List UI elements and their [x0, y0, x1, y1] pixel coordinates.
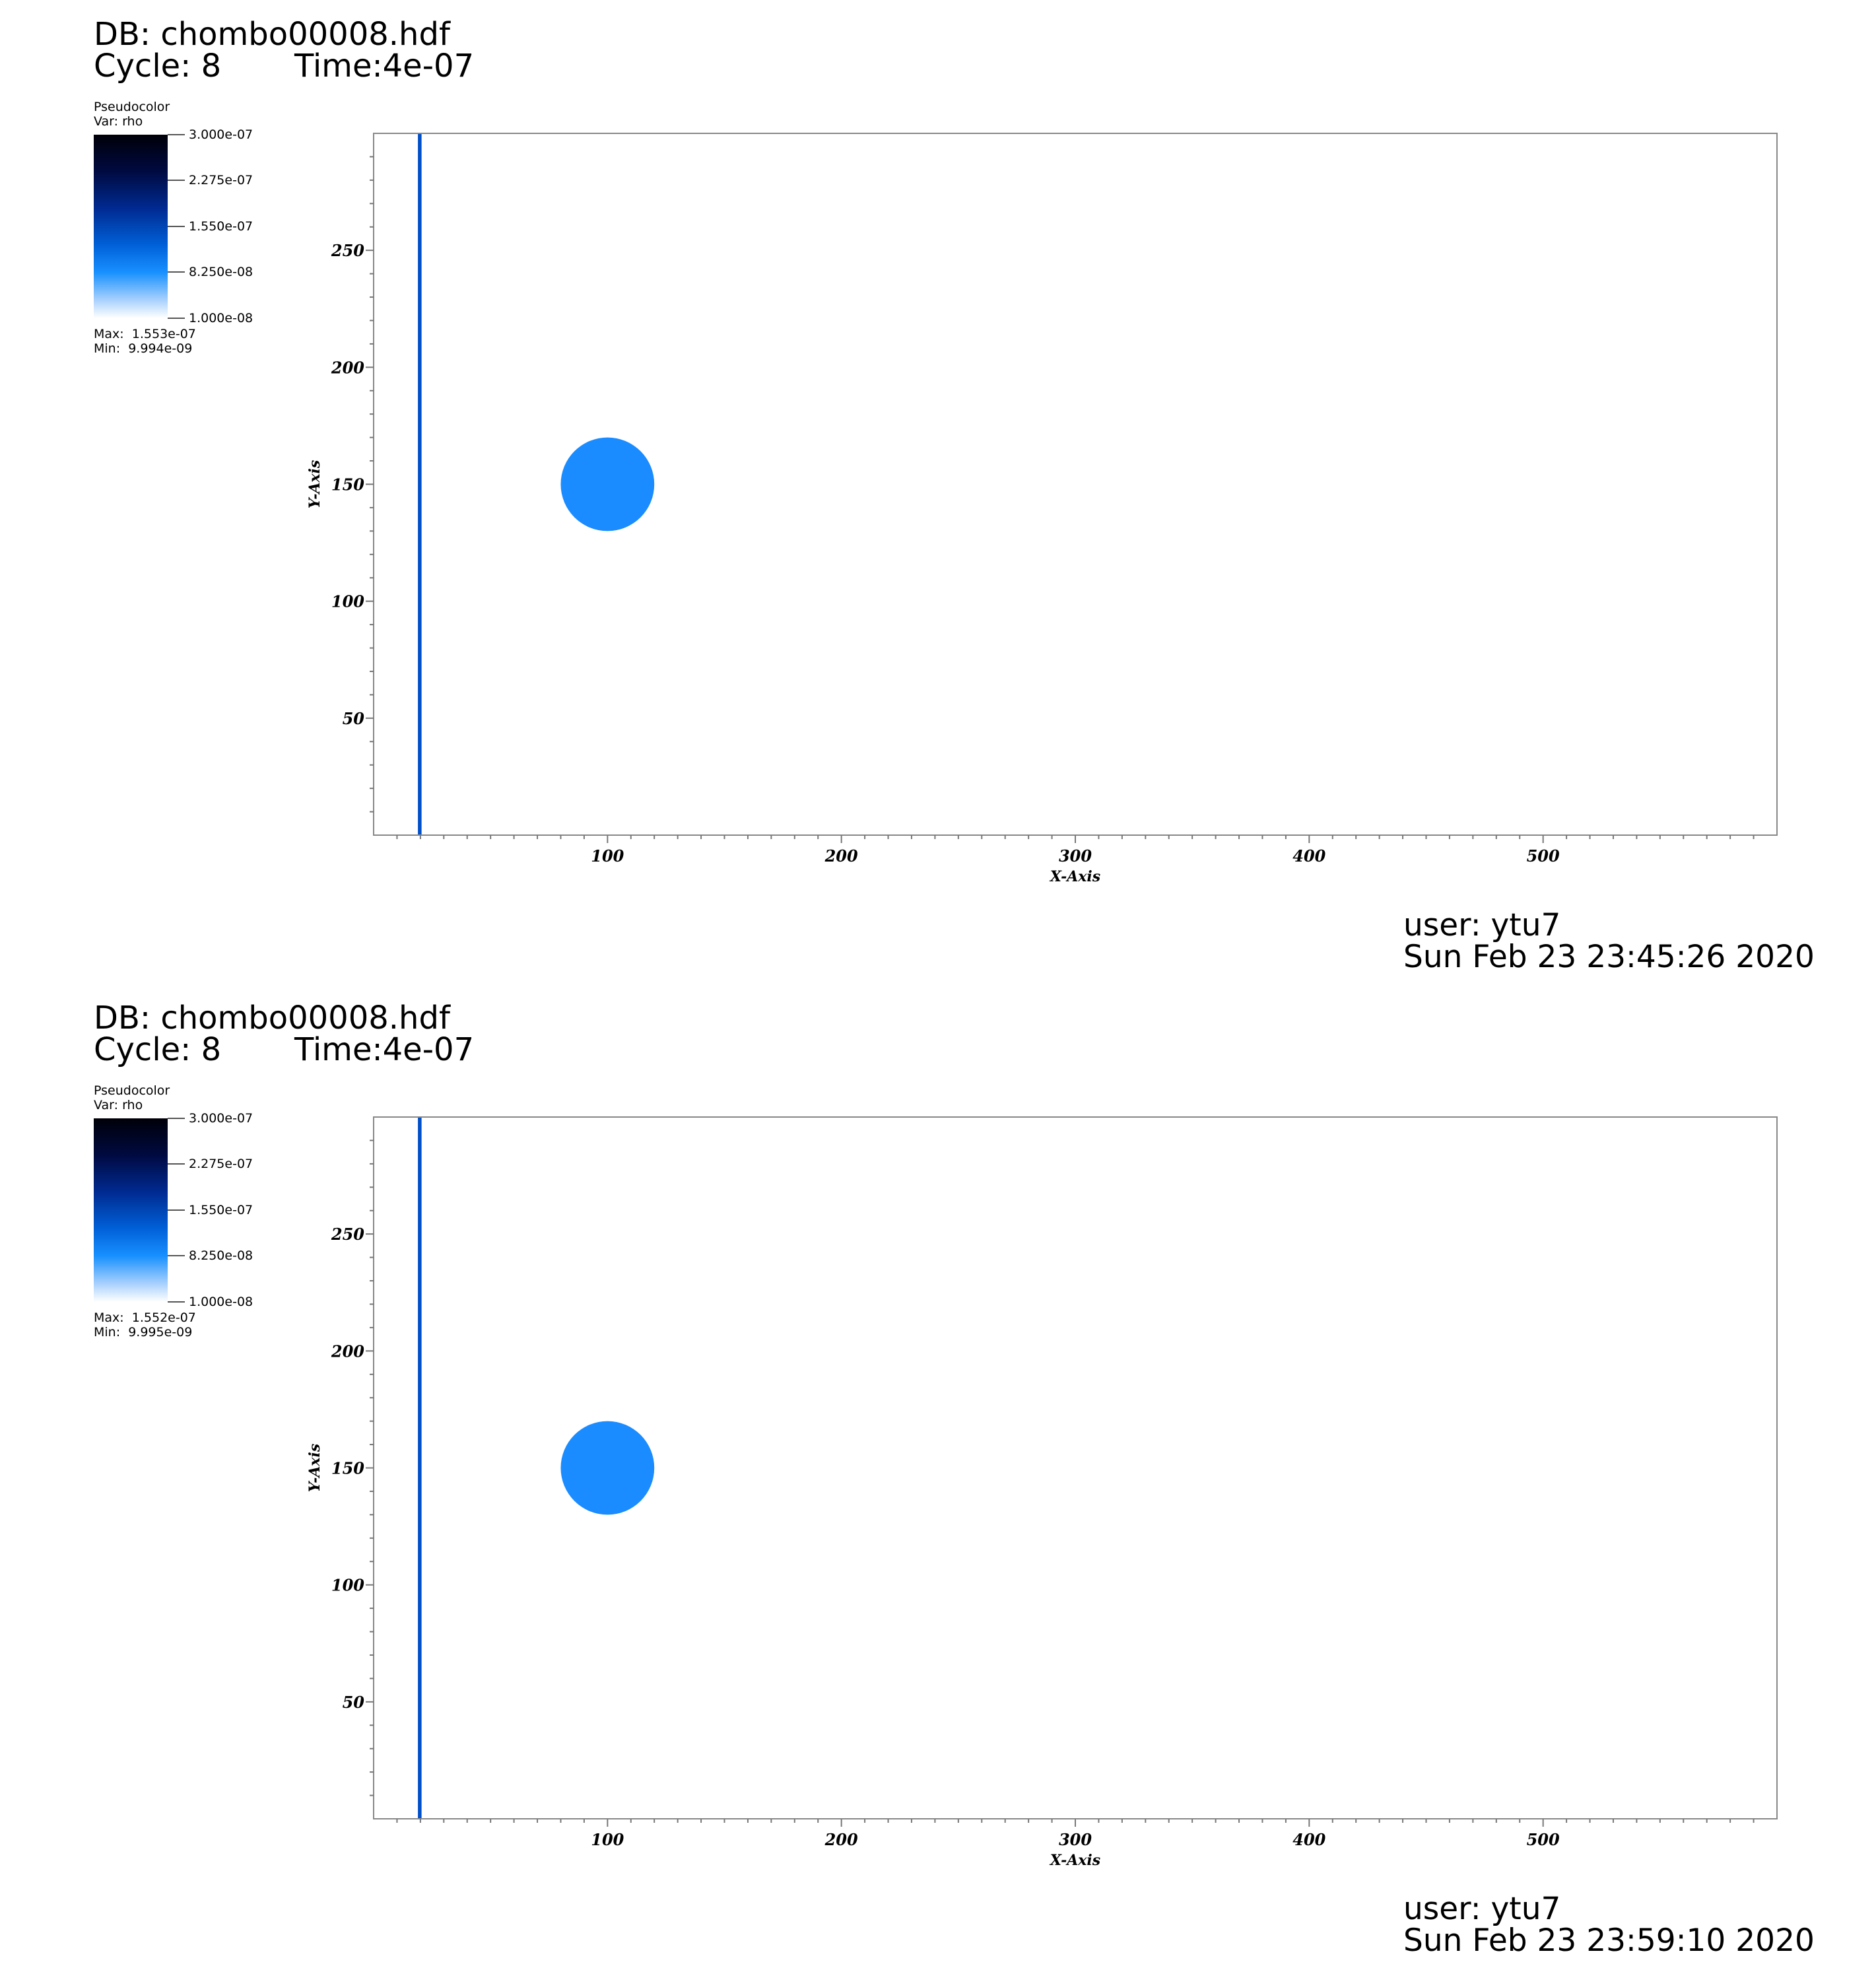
database-label: DB: chombo00008.hdf — [94, 1000, 450, 1036]
density-band — [418, 133, 422, 835]
legend-min: Min: 9.995e-09 — [94, 1325, 193, 1340]
x-tick-label: 100 — [591, 1830, 624, 1849]
x-axis-label: X-Axis — [1049, 1852, 1100, 1869]
legend-tick — [168, 1255, 185, 1256]
user-label: user: ytu7 — [1403, 907, 1561, 943]
legend-tick — [168, 1209, 185, 1211]
color-legend-bar — [94, 135, 168, 318]
y-tick-label: 200 — [331, 358, 364, 377]
x-tick-label: 500 — [1527, 1830, 1560, 1849]
x-tick-label: 400 — [1292, 846, 1325, 866]
legend-var: Var: rho — [94, 114, 143, 129]
y-tick-label: 150 — [331, 475, 364, 494]
legend-title: Pseudocolor — [94, 1083, 170, 1098]
legend-tick — [168, 271, 185, 273]
plot-panel-1: DB: chombo00008.hdf Cycle: 8 Time:4e-07 … — [0, 0, 1876, 984]
density-disk — [560, 1421, 655, 1515]
x-tick-label: 400 — [1292, 1830, 1325, 1849]
y-tick-label: 250 — [331, 1225, 364, 1244]
plot-panel-2: DB: chombo00008.hdf Cycle: 8 Time:4e-07 … — [0, 984, 1876, 1967]
density-band — [418, 1117, 422, 1819]
legend-tick-label: 1.550e-07 — [189, 1203, 253, 1217]
y-tick-label: 200 — [331, 1342, 364, 1361]
legend-tick-label: 1.000e-08 — [189, 1295, 253, 1309]
y-tick-label: 50 — [343, 709, 365, 728]
x-tick-label: 300 — [1059, 1830, 1092, 1849]
legend-tick — [168, 1301, 185, 1303]
legend-tick-label: 1.000e-08 — [189, 311, 253, 325]
y-tick-label: 100 — [331, 1576, 364, 1595]
x-axis-label: X-Axis — [1049, 868, 1100, 885]
legend-tick-label: 8.250e-08 — [189, 265, 253, 279]
y-axis-label: Y-Axis — [306, 1444, 323, 1493]
time-label: Time:4e-07 — [294, 48, 475, 85]
y-tick-label: 100 — [331, 592, 364, 611]
y-tick-label: 250 — [331, 241, 364, 260]
plot-area: 100 200 300 400 500 50 100 150 200 250 X-Axis Y-Axi… — [306, 1116, 1778, 1869]
legend-tick — [168, 318, 185, 319]
legend-var: Var: rho — [94, 1098, 143, 1112]
x-tick-label: 100 — [591, 846, 624, 866]
x-tick-label: 300 — [1059, 846, 1092, 866]
legend-tick — [168, 226, 185, 227]
cycle-label: Cycle: 8 — [94, 1031, 222, 1068]
plot-area: 100 200 300 400 500 50 100 150 200 250 X-Axis Y-Axi… — [306, 133, 1778, 885]
cycle-label: Cycle: 8 — [94, 48, 222, 85]
legend-tick-label: 2.275e-07 — [189, 173, 253, 187]
legend-max: Max: 1.553e-07 — [94, 327, 196, 341]
legend-tick-label: 8.250e-08 — [189, 1248, 253, 1263]
legend-tick — [168, 1163, 185, 1165]
legend-min: Min: 9.994e-09 — [94, 341, 193, 356]
legend-tick — [168, 180, 185, 181]
timestamp-label: Sun Feb 23 23:45:26 2020 — [1403, 939, 1815, 975]
x-tick-label: 500 — [1527, 846, 1560, 866]
timestamp-label: Sun Feb 23 23:59:10 2020 — [1403, 1922, 1815, 1959]
time-label: Time:4e-07 — [294, 1031, 475, 1068]
y-tick-label: 150 — [331, 1459, 364, 1478]
legend-max: Max: 1.552e-07 — [94, 1310, 196, 1325]
legend-tick — [168, 1118, 185, 1119]
legend-title: Pseudocolor — [94, 100, 170, 114]
legend-tick-label: 2.275e-07 — [189, 1157, 253, 1171]
database-label: DB: chombo00008.hdf — [94, 16, 450, 53]
legend-tick — [168, 134, 185, 135]
legend-tick-label: 3.000e-07 — [189, 1111, 253, 1126]
y-tick-label: 50 — [343, 1693, 365, 1712]
legend-tick-label: 3.000e-07 — [189, 127, 253, 142]
x-tick-label: 200 — [824, 1830, 858, 1849]
color-legend-bar — [94, 1118, 168, 1302]
user-label: user: ytu7 — [1403, 1891, 1561, 1927]
x-tick-label: 200 — [824, 846, 858, 866]
density-disk — [560, 437, 655, 531]
y-axis-label: Y-Axis — [306, 460, 323, 509]
legend-tick-label: 1.550e-07 — [189, 219, 253, 234]
